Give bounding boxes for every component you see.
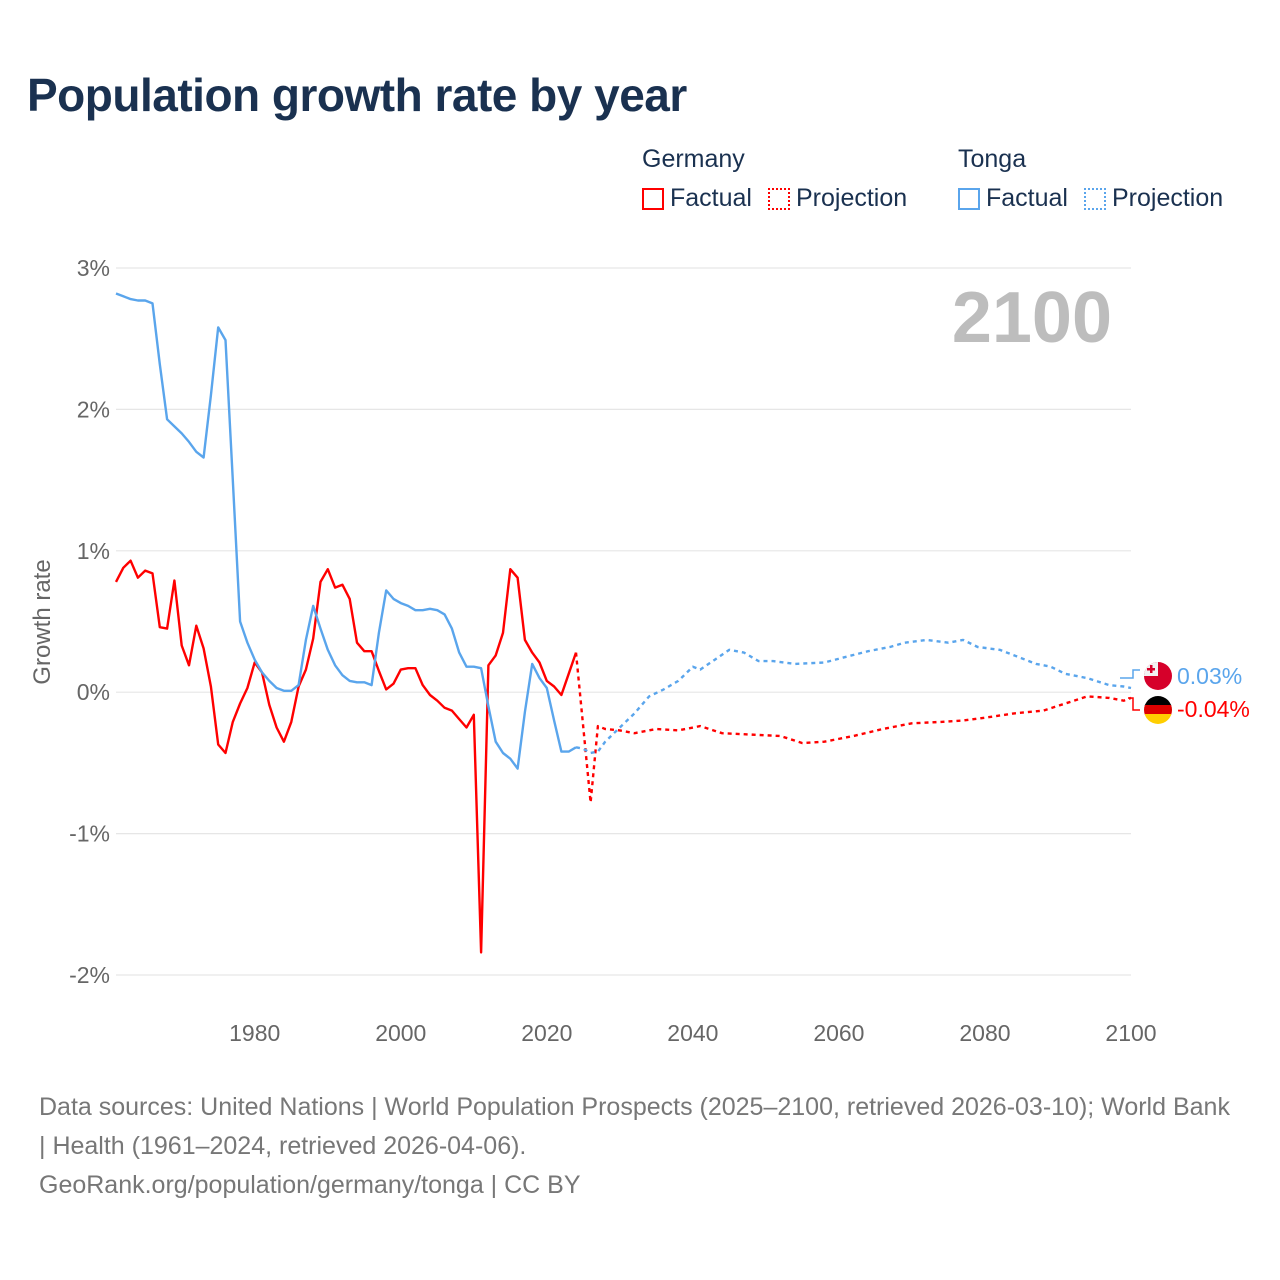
legend-group-label: Tonga (958, 145, 1027, 173)
x-tick-label: 2100 (1105, 1020, 1156, 1046)
line-chart: 3% 2% 1% 0% -1% -2% 1980 2000 2020 2040 2060 2080 21… (29, 255, 1250, 1046)
x-tick-label: 2000 (375, 1020, 426, 1046)
legend-label: Projection (795, 184, 908, 212)
series-tonga-projection[interactable] (575, 638, 1132, 755)
tonga-flag-icon (1144, 662, 1172, 690)
end-markers: 0.03% -0.04% (1120, 662, 1250, 724)
year-badge: 2100 (952, 278, 1112, 358)
germany-connector (1128, 697, 1140, 711)
tonga-end-value: 0.03% (1177, 663, 1242, 689)
y-tick-label: 1% (77, 538, 110, 564)
series-germany-factual[interactable] (114, 559, 578, 954)
legend-swatch-solid (642, 187, 664, 210)
legend-label: Factual (986, 184, 1068, 212)
legend-group-tonga: Tonga Factual Projection (958, 145, 1223, 213)
series-germany-projection[interactable] (574, 652, 1132, 804)
x-tick-label: 2080 (959, 1020, 1010, 1046)
chart-title: Population growth rate by year (27, 69, 687, 121)
legend-germany-projection[interactable]: Projection (767, 184, 908, 213)
y-axis-label: Growth rate (29, 559, 56, 684)
credit-link[interactable]: GeoRank.org/population/germany/tonga | C… (39, 1171, 581, 1199)
legend-group-label: Germany (642, 145, 745, 173)
y-tick-label: 2% (77, 396, 110, 422)
x-tick-label: 1980 (229, 1020, 280, 1046)
data-sources: Data sources: United Nations | World Pop… (39, 1093, 1230, 1160)
y-tick-label: -2% (69, 962, 110, 988)
y-tick-label: 3% (77, 255, 110, 281)
legend-swatch-dotted (1083, 187, 1106, 210)
x-tick-label: 2040 (667, 1020, 718, 1046)
germany-flag-icon (1144, 696, 1172, 724)
legend-label: Projection (1111, 184, 1224, 212)
y-tick-label: 0% (77, 679, 110, 705)
tonga-connector (1120, 669, 1140, 679)
footer: Data sources: United Nations | World Pop… (39, 1088, 1239, 1205)
germany-end-value: -0.04% (1177, 696, 1250, 722)
x-tick-label: 2020 (521, 1020, 572, 1046)
legend-swatch-solid (958, 187, 980, 210)
series-tonga-factual[interactable] (115, 292, 577, 770)
legend-label: Factual (670, 184, 752, 212)
y-tick-label: -1% (69, 821, 110, 847)
legend-tonga-projection[interactable]: Projection (1083, 184, 1224, 213)
legend-group-germany: Germany Factual Projection (642, 145, 907, 213)
x-tick-label: 2060 (813, 1020, 864, 1046)
legend-tonga-factual[interactable]: Factual (958, 184, 1068, 213)
legend-germany-factual[interactable]: Factual (642, 184, 752, 213)
legend-swatch-dotted (767, 187, 790, 210)
